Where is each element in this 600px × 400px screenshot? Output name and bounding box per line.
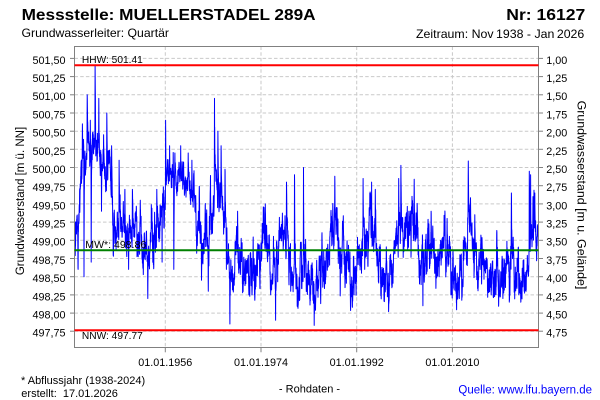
svg-text:4,75: 4,75: [546, 328, 567, 340]
svg-text:501,25: 501,25: [32, 73, 65, 85]
svg-text:1,75: 1,75: [546, 109, 567, 121]
svg-text:Messstelle: MUELLERSTADEL 289A: Messstelle: MUELLERSTADEL 289A: [22, 7, 316, 24]
svg-text:499,50: 499,50: [32, 200, 65, 212]
svg-text:500,50: 500,50: [32, 128, 65, 140]
svg-text:3,00: 3,00: [546, 200, 567, 212]
svg-text:Grundwasserstand [m ü. NN]: Grundwasserstand [m ü. NN]: [15, 127, 27, 275]
svg-text:MW*: 498.86: MW*: 498.86: [85, 239, 146, 251]
svg-text:Nr: 16127: Nr: 16127: [506, 7, 585, 24]
svg-text:501,00: 501,00: [32, 91, 65, 103]
svg-text:500,25: 500,25: [32, 146, 65, 158]
svg-text:500,75: 500,75: [32, 109, 65, 121]
svg-text:01.01.1956: 01.01.1956: [138, 357, 192, 369]
svg-text:501,50: 501,50: [32, 55, 65, 67]
svg-text:2,50: 2,50: [546, 164, 567, 176]
svg-text:Grundwasserstand [m u. Gelände: Grundwasserstand [m u. Gelände]: [575, 101, 589, 290]
svg-text:Quelle: www.lfu.bayern.de: Quelle: www.lfu.bayern.de: [458, 385, 592, 397]
svg-text:01.01.2010: 01.01.2010: [425, 357, 479, 369]
svg-text:2,00: 2,00: [546, 128, 567, 140]
svg-text:499,75: 499,75: [32, 182, 65, 194]
svg-text:499,00: 499,00: [32, 237, 65, 249]
svg-text:3,25: 3,25: [546, 219, 567, 231]
svg-text:2,75: 2,75: [546, 182, 567, 194]
svg-text:4,00: 4,00: [546, 273, 567, 285]
svg-text:498,00: 498,00: [32, 310, 65, 322]
svg-text:1,50: 1,50: [546, 91, 567, 103]
svg-text:2,25: 2,25: [546, 146, 567, 158]
svg-text:* Abflussjahr (1938-2024): * Abflussjahr (1938-2024): [21, 375, 145, 387]
svg-text:3,50: 3,50: [546, 237, 567, 249]
svg-text:499,25: 499,25: [32, 219, 65, 231]
svg-text:NNW: 497.77: NNW: 497.77: [82, 330, 143, 342]
svg-text:4,50: 4,50: [546, 310, 567, 322]
svg-text:01.01.1992: 01.01.1992: [330, 357, 384, 369]
svg-text:1,00: 1,00: [546, 55, 567, 67]
svg-text:1,25: 1,25: [546, 73, 567, 85]
svg-text:498,25: 498,25: [32, 291, 65, 303]
svg-text:497,75: 497,75: [32, 328, 65, 340]
svg-text:Zeitraum: Nov 1938 - Jan 2026: Zeitraum: Nov 1938 - Jan 2026: [416, 27, 585, 41]
svg-text:498,50: 498,50: [32, 273, 65, 285]
svg-text:- Rohdaten -: - Rohdaten -: [279, 384, 340, 396]
svg-text:Grundwasserleiter: Quartär: Grundwasserleiter: Quartär: [22, 26, 170, 40]
svg-text:01.01.1974: 01.01.1974: [234, 357, 288, 369]
svg-text:erstellt: 17.01.2026: erstellt: 17.01.2026: [21, 388, 118, 400]
svg-text:500,00: 500,00: [32, 164, 65, 176]
svg-text:3,75: 3,75: [546, 255, 567, 267]
svg-text:498,75: 498,75: [32, 255, 65, 267]
svg-text:4,25: 4,25: [546, 291, 567, 303]
svg-text:HHW: 501.41: HHW: 501.41: [82, 54, 143, 66]
